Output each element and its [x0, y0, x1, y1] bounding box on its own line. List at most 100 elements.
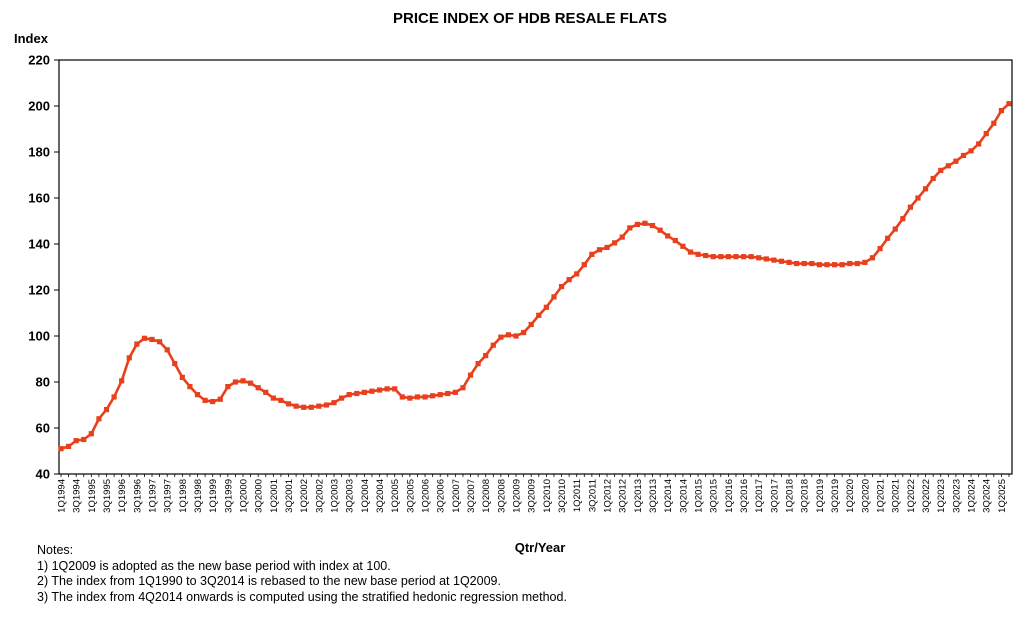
- data-point: [604, 244, 610, 251]
- data-point: [210, 398, 216, 405]
- data-point: [156, 339, 163, 345]
- data-point: [232, 379, 239, 385]
- data-point: [301, 404, 307, 410]
- x-tick-label: 1Q2000: [239, 479, 250, 513]
- x-tick-label: 1Q2006: [421, 479, 432, 513]
- data-point: [164, 347, 170, 353]
- data-point: [786, 259, 792, 265]
- x-tick-label: 3Q2015: [709, 479, 720, 513]
- data-point: [809, 260, 815, 267]
- data-point: [323, 402, 330, 408]
- data-point: [733, 254, 739, 260]
- data-point: [581, 262, 587, 268]
- x-tick-label: 1Q2012: [603, 479, 614, 513]
- data-point: [816, 262, 822, 268]
- data-point: [960, 152, 967, 159]
- data-point: [81, 436, 87, 443]
- x-tick-label: 3Q1996: [132, 479, 143, 513]
- chart-title: PRICE INDEX OF HDB RESALE FLATS: [393, 10, 667, 27]
- x-tick-label: 3Q2016: [739, 479, 750, 513]
- x-tick-label: 1Q2001: [269, 479, 280, 513]
- x-tick-label: 3Q2024: [982, 479, 993, 513]
- data-point: [392, 386, 398, 392]
- x-tick-label: 1Q2024: [967, 479, 978, 513]
- data-point: [202, 397, 208, 403]
- data-point: [119, 378, 125, 384]
- notes-heading: Notes:: [37, 543, 74, 557]
- data-point: [649, 223, 656, 229]
- data-point: [225, 384, 231, 390]
- x-tick-label: 3Q2012: [618, 479, 629, 513]
- y-axis: 40 60 80 100 120 140 160 180 200 220: [28, 53, 59, 482]
- data-point: [445, 390, 451, 397]
- x-axis: 1Q1994 3Q1994 1Q1995 3Q1995 1Q1996 3Q1996 1Q19…: [57, 474, 1010, 513]
- note-3: 3) The index from 4Q2014 onwards is comp…: [37, 589, 567, 604]
- data-point: [384, 386, 390, 392]
- x-tick-label: 3Q1997: [163, 479, 174, 513]
- note-1: 1) 1Q2009 is adopted as the new base per…: [37, 558, 391, 573]
- data-point: [543, 304, 549, 310]
- x-tick-label: 3Q2020: [860, 479, 871, 513]
- x-tick-label: 3Q2003: [345, 479, 356, 513]
- data-point: [255, 385, 261, 391]
- data-point: [270, 395, 276, 401]
- data-point: [725, 254, 731, 260]
- x-tick-label: 1Q2013: [633, 479, 644, 513]
- data-point: [437, 392, 443, 398]
- data-point: [953, 158, 959, 164]
- x-tick-label: 1Q1996: [117, 479, 128, 513]
- y-tick-label: 220: [28, 53, 50, 68]
- data-point: [710, 254, 716, 260]
- data-point: [316, 403, 322, 409]
- data-point: [414, 394, 421, 400]
- data-point: [422, 394, 428, 400]
- x-axis-label: Qtr/Year: [515, 540, 566, 555]
- data-point: [763, 256, 769, 262]
- data-point: [376, 387, 383, 393]
- data-point: [217, 396, 223, 402]
- y-tick-label: 180: [28, 145, 50, 160]
- x-tick-label: 1Q2004: [360, 479, 371, 513]
- data-point: [831, 262, 838, 268]
- y-axis-label: Index: [14, 31, 49, 46]
- data-point: [134, 341, 140, 347]
- data-point: [285, 401, 292, 407]
- x-tick-label: 3Q2014: [678, 479, 689, 513]
- data-point: [475, 361, 481, 367]
- data-point: [703, 252, 709, 259]
- data-point: [847, 260, 853, 267]
- data-point: [680, 243, 686, 249]
- data-point: [976, 141, 982, 147]
- x-tick-label: 1Q2010: [542, 479, 553, 513]
- data-point: [877, 246, 883, 252]
- x-tick-label: 3Q2009: [527, 479, 538, 513]
- data-point: [103, 407, 110, 413]
- data-point: [672, 237, 678, 244]
- data-point: [900, 216, 906, 222]
- data-point: [801, 260, 807, 267]
- data-point: [407, 395, 413, 401]
- data-point: [748, 254, 754, 260]
- x-tick-label: 1Q1995: [87, 479, 98, 513]
- data-point: [490, 342, 496, 348]
- data-point: [126, 355, 132, 361]
- plot-area-frame: [58, 59, 1013, 475]
- data-point: [862, 259, 868, 265]
- data-point: [892, 226, 898, 232]
- data-point: [521, 329, 527, 336]
- x-tick-label: 3Q2013: [648, 479, 659, 513]
- data-point: [467, 372, 474, 378]
- data-point: [839, 262, 845, 268]
- data-point: [907, 204, 914, 210]
- x-tick-label: 3Q2018: [800, 479, 811, 513]
- data-point: [695, 251, 701, 257]
- data-point: [354, 390, 360, 397]
- x-tick-label: 1Q2002: [299, 479, 310, 513]
- data-point: [187, 384, 193, 390]
- data-point: [771, 257, 777, 263]
- x-tick-label: 1Q2003: [330, 479, 341, 513]
- data-point: [498, 334, 504, 340]
- data-point: [551, 294, 557, 300]
- data-point: [756, 255, 762, 261]
- data-point: [483, 352, 489, 359]
